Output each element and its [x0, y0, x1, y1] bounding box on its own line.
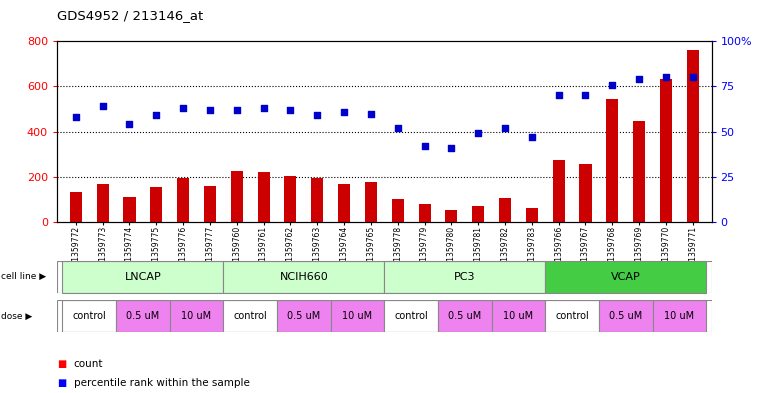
- Bar: [62, 300, 116, 332]
- Text: 0.5 uM: 0.5 uM: [287, 311, 320, 321]
- Bar: [116, 300, 170, 332]
- Point: [445, 145, 457, 151]
- Bar: [150, 187, 162, 222]
- Bar: [257, 172, 269, 222]
- Point: [123, 121, 135, 128]
- Bar: [545, 261, 706, 293]
- Bar: [445, 209, 457, 222]
- Text: GDS4952 / 213146_at: GDS4952 / 213146_at: [57, 9, 203, 22]
- Bar: [384, 300, 438, 332]
- Bar: [231, 171, 243, 222]
- Text: control: control: [556, 311, 589, 321]
- Text: 10 uM: 10 uM: [181, 311, 212, 321]
- Bar: [552, 160, 565, 222]
- Point: [70, 114, 82, 120]
- Text: ■: ■: [57, 378, 66, 388]
- Text: percentile rank within the sample: percentile rank within the sample: [74, 378, 250, 388]
- Text: NCIH660: NCIH660: [279, 272, 328, 282]
- Bar: [331, 300, 384, 332]
- Bar: [472, 206, 484, 222]
- Bar: [285, 176, 297, 222]
- Bar: [599, 300, 652, 332]
- Bar: [392, 199, 404, 222]
- Point: [150, 112, 162, 119]
- Bar: [633, 121, 645, 222]
- Bar: [492, 300, 545, 332]
- Bar: [526, 208, 538, 222]
- Bar: [499, 198, 511, 222]
- Point: [472, 130, 484, 137]
- Bar: [311, 178, 323, 222]
- Point: [392, 125, 404, 131]
- Point: [204, 107, 216, 113]
- Bar: [62, 261, 224, 293]
- Point: [365, 110, 377, 117]
- Text: 0.5 uM: 0.5 uM: [126, 311, 160, 321]
- Bar: [177, 178, 189, 222]
- Text: PC3: PC3: [454, 272, 476, 282]
- Text: cell line ▶: cell line ▶: [1, 272, 46, 281]
- Text: 0.5 uM: 0.5 uM: [448, 311, 482, 321]
- Text: LNCAP: LNCAP: [125, 272, 161, 282]
- Point: [177, 105, 189, 111]
- Text: 10 uM: 10 uM: [342, 311, 373, 321]
- Bar: [579, 164, 591, 222]
- Bar: [170, 300, 224, 332]
- Bar: [607, 99, 619, 222]
- Bar: [384, 261, 545, 293]
- Point: [257, 105, 269, 111]
- Bar: [660, 79, 672, 222]
- Point: [579, 92, 591, 99]
- Point: [97, 103, 109, 110]
- Bar: [97, 184, 109, 222]
- Bar: [224, 300, 277, 332]
- Point: [338, 108, 350, 115]
- Bar: [123, 197, 135, 222]
- Point: [526, 134, 538, 140]
- Bar: [438, 300, 492, 332]
- Point: [499, 125, 511, 131]
- Point: [633, 76, 645, 83]
- Text: control: control: [234, 311, 267, 321]
- Text: control: control: [394, 311, 428, 321]
- Bar: [70, 191, 82, 222]
- Bar: [224, 261, 384, 293]
- Bar: [204, 186, 216, 222]
- Bar: [277, 300, 331, 332]
- Point: [419, 143, 431, 149]
- Bar: [686, 50, 699, 222]
- Point: [311, 112, 323, 119]
- Text: dose ▶: dose ▶: [1, 312, 32, 320]
- Text: VCAP: VCAP: [611, 272, 641, 282]
- Point: [607, 81, 619, 88]
- Text: 10 uM: 10 uM: [503, 311, 533, 321]
- Point: [660, 74, 672, 81]
- Bar: [338, 184, 350, 222]
- Bar: [545, 300, 599, 332]
- Bar: [419, 204, 431, 222]
- Point: [552, 92, 565, 99]
- Point: [231, 107, 243, 113]
- Bar: [365, 182, 377, 222]
- Text: ■: ■: [57, 358, 66, 369]
- Bar: [652, 300, 706, 332]
- Text: 10 uM: 10 uM: [664, 311, 694, 321]
- Text: control: control: [72, 311, 106, 321]
- Text: count: count: [74, 358, 103, 369]
- Text: 0.5 uM: 0.5 uM: [609, 311, 642, 321]
- Point: [686, 74, 699, 81]
- Point: [285, 107, 297, 113]
